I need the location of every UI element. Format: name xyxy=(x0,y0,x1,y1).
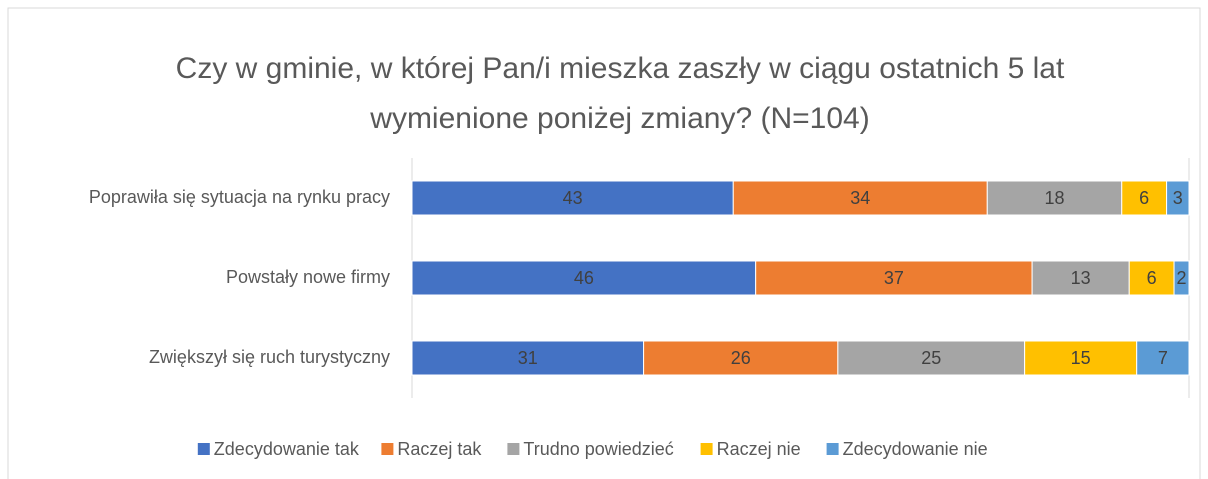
bar-segment xyxy=(1173,260,1190,296)
data-label: 13 xyxy=(1071,268,1091,288)
data-label: 26 xyxy=(731,348,751,368)
legend-label: Raczej tak xyxy=(397,439,482,459)
data-label: 15 xyxy=(1071,348,1091,368)
bar-segment xyxy=(1031,260,1130,296)
bar-segment xyxy=(411,180,734,216)
legend-label: Raczej nie xyxy=(717,439,801,459)
legend-swatch xyxy=(381,443,394,455)
data-label: 6 xyxy=(1147,268,1157,288)
y-tick-label: Poprawiła się sytuacja na rynku pracy xyxy=(89,187,390,207)
data-label: 6 xyxy=(1139,188,1149,208)
bar-segment xyxy=(411,340,645,376)
legend-swatch xyxy=(700,443,713,455)
legend-swatch xyxy=(826,443,839,455)
data-label: 3 xyxy=(1173,188,1183,208)
y-tick-label: Powstały nowe firmy xyxy=(226,267,390,287)
legend-label: Trudno powiedzieć xyxy=(523,439,673,459)
y-tick-label: Zwiększył się ruch turystyczny xyxy=(149,347,390,367)
bar-segment xyxy=(1166,180,1190,216)
bar-segment xyxy=(1128,260,1175,296)
chart-border xyxy=(7,7,1201,479)
data-label: 37 xyxy=(884,268,904,288)
chart-title: Czy w gminie, w której Pan/i mieszka zas… xyxy=(175,52,1065,135)
legend-label: Zdecydowanie tak xyxy=(214,439,360,459)
legend-label: Zdecydowanie nie xyxy=(843,439,988,459)
data-label: 2 xyxy=(1177,268,1187,288)
data-label: 43 xyxy=(563,188,583,208)
data-label: 25 xyxy=(921,348,941,368)
legend-swatch xyxy=(507,443,520,455)
data-label: 31 xyxy=(518,348,538,368)
bar-segment xyxy=(732,180,988,216)
bar-segment xyxy=(411,260,757,296)
data-label: 46 xyxy=(574,268,594,288)
data-label: 7 xyxy=(1158,348,1168,368)
bar-segment xyxy=(643,340,839,376)
legend-swatch xyxy=(197,443,210,455)
data-label: 34 xyxy=(850,188,870,208)
bar-segment xyxy=(1136,340,1190,376)
bar-segment xyxy=(1024,340,1138,376)
bar-segment xyxy=(837,340,1026,376)
data-label: 18 xyxy=(1045,188,1065,208)
bar-segment xyxy=(755,260,1033,296)
